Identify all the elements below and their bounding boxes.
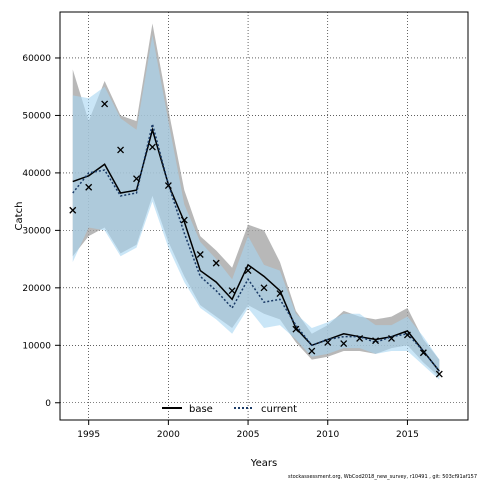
- observed-point-2007: [276, 290, 284, 298]
- y-axis-title: Catch: [14, 202, 25, 231]
- legend-label-current: current: [261, 404, 297, 415]
- x-tick-label-1995: 1995: [77, 430, 100, 440]
- observed-point-1996: [101, 100, 109, 108]
- observed-point-2006: [260, 284, 268, 292]
- x-tick-label-2015: 2015: [396, 430, 419, 440]
- series-line-current: [72, 123, 440, 372]
- observed-point-1999: [148, 143, 156, 151]
- confidence-bands: [72, 23, 440, 380]
- plot-frame: [59, 11, 469, 421]
- legend-label-base: base: [189, 404, 213, 415]
- observed-point-1994: [69, 206, 77, 214]
- observed-point-1997: [117, 146, 125, 154]
- observed-point-2002: [196, 251, 204, 258]
- observed-point-2014: [388, 334, 395, 342]
- observed-point-1995: [85, 183, 93, 191]
- footer-note: stockassessment.org, WbCod2018_new_surve…: [288, 474, 477, 480]
- y-tick-label-60000: 60000: [22, 54, 51, 64]
- observed-point-2005: [244, 267, 252, 275]
- x-axis-title: Years: [250, 458, 277, 469]
- observed-point-2009: [308, 347, 316, 355]
- observed-point-1998: [133, 175, 140, 183]
- y-tick-label-10000: 10000: [22, 341, 51, 351]
- observed-point-2016: [419, 349, 427, 357]
- y-tick-label-30000: 30000: [22, 226, 51, 236]
- x-tick-label-2000: 2000: [157, 430, 180, 440]
- observed-point-2003: [212, 259, 220, 267]
- observed-point-2000: [164, 182, 172, 190]
- observed-point-2001: [180, 216, 188, 224]
- y-axis: 0 10000 20000 30000 40000 50000 60000: [22, 54, 60, 409]
- series-line-base: [72, 127, 440, 372]
- observed-point-2004: [228, 287, 236, 295]
- band-current: [72, 34, 440, 380]
- x-axis: 1995 2000 2005 2010 2015: [77, 420, 419, 440]
- observed-point-2013: [372, 337, 380, 345]
- observed-point-2010: [324, 338, 332, 346]
- observed-point-2017: [435, 370, 443, 378]
- x-tick-label-2005: 2005: [237, 430, 260, 440]
- y-tick-label-50000: 50000: [22, 111, 51, 121]
- series-lines: [72, 123, 440, 372]
- observed-points: [69, 100, 443, 378]
- observed-point-2015: [403, 331, 411, 339]
- y-tick-label-20000: 20000: [22, 284, 51, 294]
- legend: base current: [162, 404, 297, 415]
- observed-point-2012: [356, 334, 364, 342]
- observed-point-2011: [340, 340, 348, 348]
- x-tick-label-2010: 2010: [316, 430, 339, 440]
- y-tick-label-0: 0: [45, 399, 51, 409]
- y-tick-label-40000: 40000: [22, 169, 51, 179]
- observed-point-2008: [292, 325, 300, 333]
